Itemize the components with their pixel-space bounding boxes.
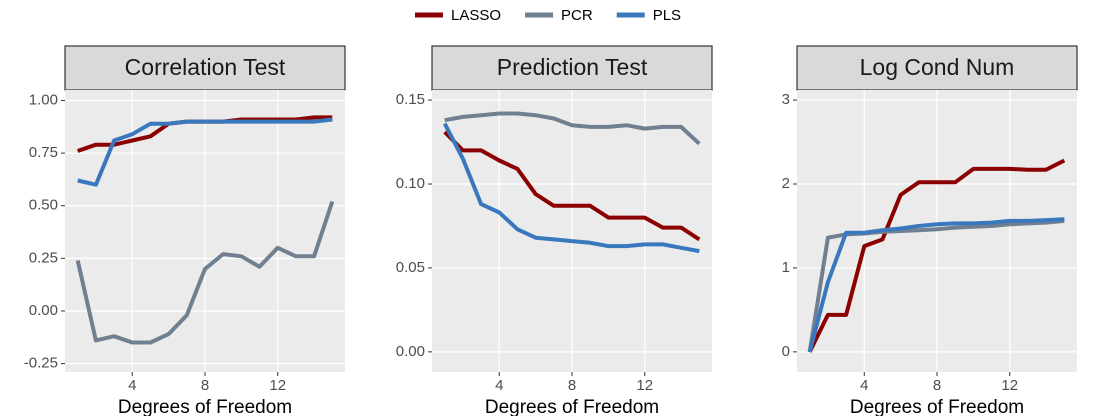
y-tick-label: 3 <box>782 91 790 108</box>
x-tick-label: 12 <box>1001 377 1018 394</box>
series-line <box>807 217 1065 353</box>
x-axis-title: Degrees of Freedom <box>850 397 1024 416</box>
y-tick-label: 0.15 <box>396 91 425 108</box>
legend-label: PCR <box>561 7 593 24</box>
x-tick-label: 8 <box>933 377 941 394</box>
x-tick-label: 4 <box>128 377 136 394</box>
x-tick-label: 12 <box>636 377 653 394</box>
y-tick-label: 0.00 <box>29 302 58 319</box>
panel-title: Correlation Test <box>125 54 286 80</box>
y-tick-label: 1.00 <box>29 91 58 108</box>
y-tick-label: 0.25 <box>29 249 58 266</box>
strip <box>64 45 346 91</box>
y-tick-label: 2 <box>782 175 790 192</box>
y-tick-label: 0.75 <box>29 144 58 161</box>
x-axis-title: Degrees of Freedom <box>118 397 292 416</box>
x-tick-label: 4 <box>495 377 503 394</box>
strip <box>796 45 1078 91</box>
y-tick-label: 0.00 <box>396 343 425 360</box>
x-axis-title: Degrees of Freedom <box>485 397 659 416</box>
x-tick-label: 8 <box>201 377 209 394</box>
series-line <box>444 111 701 146</box>
strip <box>431 45 713 91</box>
x-tick-label: 12 <box>269 377 286 394</box>
y-tick-label: 0 <box>782 343 790 360</box>
x-tick-label: 4 <box>860 377 868 394</box>
panel-title: Prediction Test <box>497 54 648 80</box>
y-tick-label: 0.05 <box>396 259 425 276</box>
legend-label: LASSO <box>451 7 501 24</box>
series-line <box>442 122 700 254</box>
y-tick-label: 1 <box>782 259 790 276</box>
legend-label: PLS <box>653 7 681 24</box>
series-line <box>807 158 1066 353</box>
y-tick-label: -0.25 <box>24 355 58 372</box>
y-tick-label: 0.50 <box>29 197 58 214</box>
series-line <box>77 117 333 187</box>
x-tick-label: 8 <box>568 377 576 394</box>
y-tick-label: 0.10 <box>396 175 425 192</box>
series-line <box>443 130 701 242</box>
panel-title: Log Cond Num <box>860 54 1015 80</box>
series-line <box>75 200 335 345</box>
